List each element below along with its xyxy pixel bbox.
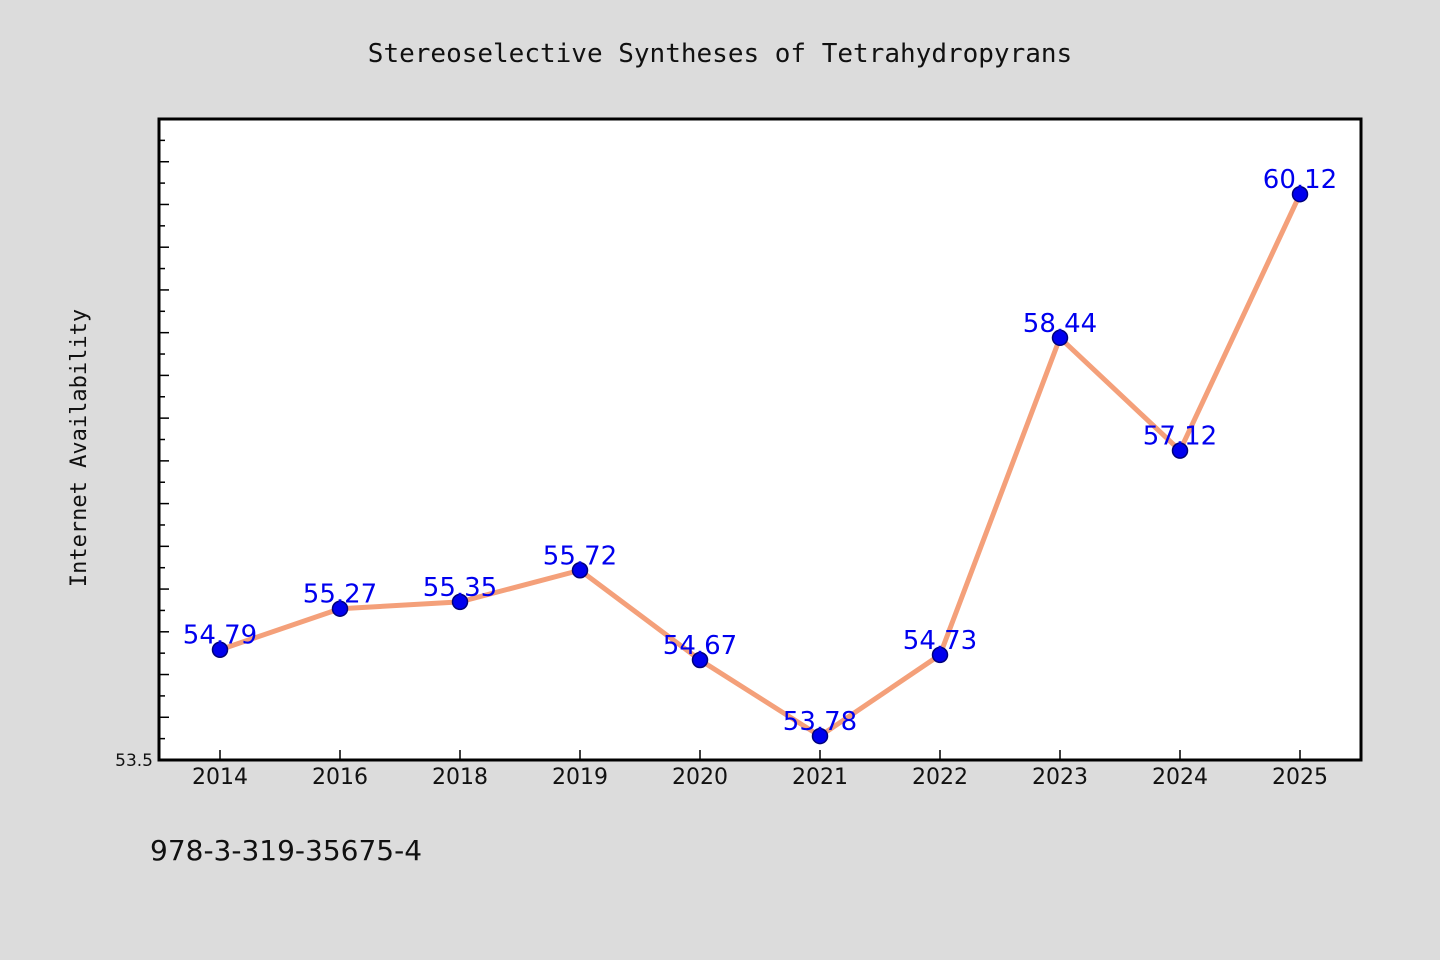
x-tick-label: 2019 <box>552 765 608 790</box>
data-label: 53.78 <box>783 707 857 737</box>
x-tick-label: 2022 <box>912 765 968 790</box>
x-tick-label: 2016 <box>312 765 368 790</box>
data-point <box>931 646 949 664</box>
data-markers <box>211 185 1309 745</box>
data-label: 54.67 <box>663 631 737 661</box>
x-tick-label: 2021 <box>792 765 848 790</box>
data-point <box>1291 185 1309 203</box>
data-label: 55.27 <box>303 580 377 610</box>
data-labels: 54.79 55.27 55.35 55.72 54.67 53.78 54.73 58.44… <box>183 165 1337 737</box>
x-tick-label: 2024 <box>1152 765 1208 790</box>
data-label: 58.44 <box>1023 309 1097 339</box>
chart-title: Stereoselective Syntheses of Tetrahydrop… <box>368 39 1072 69</box>
data-label: 55.35 <box>423 573 497 603</box>
data-label: 57.12 <box>1143 422 1217 452</box>
data-label: 54.79 <box>183 621 257 651</box>
data-point <box>331 600 349 617</box>
x-tick-label: 2018 <box>432 765 488 790</box>
x-tick-label: 2020 <box>672 765 728 790</box>
x-tick-label: 2014 <box>192 765 248 790</box>
data-label: 60.12 <box>1263 165 1337 195</box>
data-point <box>211 641 229 658</box>
series-line <box>217 191 1303 739</box>
data-label: 55.72 <box>543 541 617 571</box>
x-axis-ticks: 2014 2016 2018 2019 2020 2021 2022 2023 2024 2025 <box>192 750 1328 790</box>
plot-area <box>157 117 1363 762</box>
y-axis-label: Internet Availability <box>67 309 92 587</box>
data-point <box>1171 442 1189 459</box>
x-tick-label: 2023 <box>1032 765 1088 790</box>
data-point <box>451 593 469 611</box>
data-point <box>691 651 709 669</box>
y-tick-label: 53.5 <box>115 751 153 771</box>
x-tick-label: 2025 <box>1272 765 1328 790</box>
data-point <box>571 562 589 579</box>
data-label: 54.73 <box>903 626 977 656</box>
isbn-footer: 978-3-319-35675-4 <box>150 834 423 867</box>
y-axis-ticks: 53.5 <box>115 118 169 771</box>
data-point <box>1051 329 1069 347</box>
data-point <box>811 727 829 745</box>
